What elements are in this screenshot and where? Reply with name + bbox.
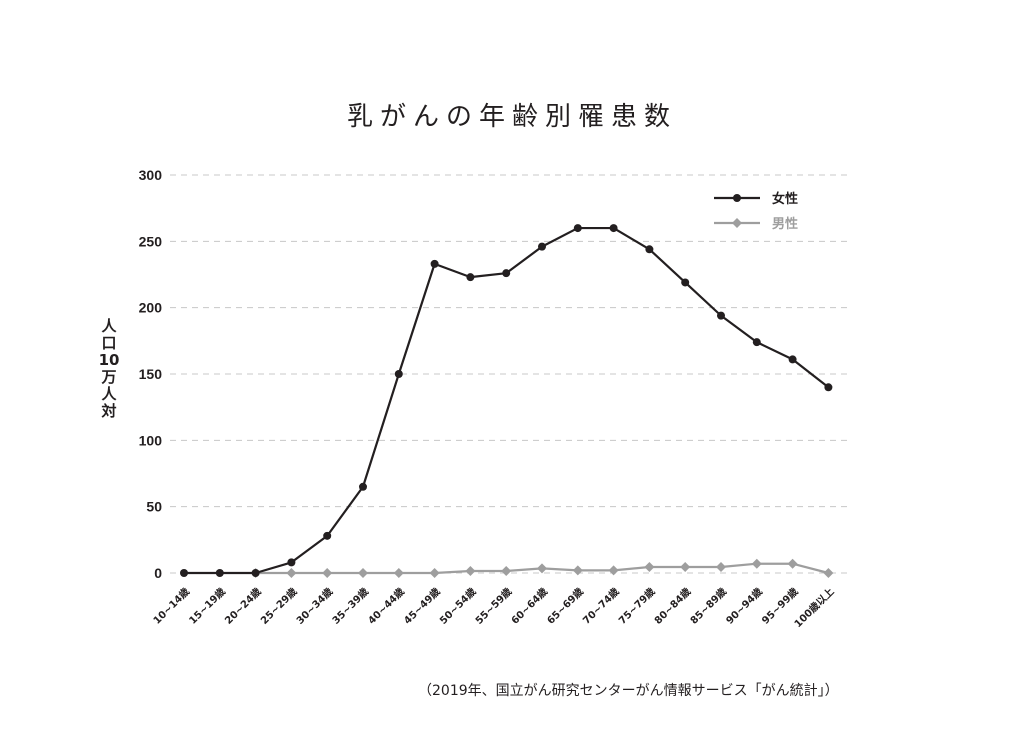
y-axis-label-char: 人 — [101, 385, 117, 403]
y-tick-label: 250 — [139, 233, 163, 249]
data-point-circle-icon — [359, 482, 367, 491]
x-axis-ticks: 10~14歳15~19歳20~24歳25~29歳30~34歳35~39歳40~4… — [150, 585, 836, 630]
data-point-diamond-icon — [358, 568, 368, 578]
y-tick-label: 50 — [146, 499, 162, 515]
x-tick-label: 70~74歳 — [580, 585, 622, 627]
x-tick-label: 80~84歳 — [651, 585, 693, 627]
data-point-circle-icon — [180, 569, 188, 577]
x-tick-label: 40~44歳 — [365, 585, 407, 627]
data-point-diamond-icon — [322, 568, 333, 578]
data-point-circle-icon — [466, 273, 475, 282]
data-point-diamond-icon — [429, 568, 440, 578]
x-tick-label: 45~49歳 — [401, 585, 443, 627]
series-line — [184, 226, 830, 575]
x-tick-label: 35~39歳 — [329, 585, 371, 627]
data-point-diamond-icon — [751, 558, 762, 569]
data-point-diamond-icon — [787, 558, 798, 569]
data-point-circle-icon — [573, 224, 582, 233]
x-tick-label: 65~69歳 — [544, 585, 586, 627]
x-tick-label: 50~54歳 — [437, 585, 479, 627]
chart-title: 乳がんの年齢別罹患数 — [346, 102, 677, 132]
x-tick-label: 90~94歳 — [723, 585, 765, 627]
data-point-circle-icon — [502, 269, 511, 278]
y-axis-label: 人 口 10 万 人 対 — [98, 318, 120, 420]
legend-item: 女性 — [714, 191, 798, 207]
data-point-diamond-icon — [501, 566, 512, 577]
data-point-circle-icon — [251, 569, 260, 577]
data-point-diamond-icon — [608, 565, 619, 576]
data-point-circle-icon — [681, 278, 690, 287]
data-point-circle-icon — [717, 311, 725, 320]
x-tick-label: 10~14歳 — [150, 585, 192, 627]
data-point-diamond-icon — [537, 563, 547, 574]
y-axis-label-char: 対 — [101, 402, 117, 420]
gridlines — [170, 174, 848, 574]
data-point-diamond-icon — [286, 568, 297, 578]
data-point-circle-icon — [394, 370, 403, 378]
data-point-circle-icon — [287, 558, 296, 567]
series-female — [180, 224, 833, 577]
data-point-circle-icon — [430, 259, 439, 268]
data-point-diamond-icon — [644, 562, 655, 573]
y-tick-label: 300 — [139, 167, 163, 183]
data-point-circle-icon — [788, 355, 797, 364]
x-tick-label: 30~34歳 — [293, 585, 335, 627]
y-axis-label-char: 10 — [98, 351, 120, 369]
y-axis-label-char: 万 — [101, 368, 117, 386]
data-point-diamond-icon — [716, 562, 726, 573]
data-point-diamond-icon — [680, 562, 691, 573]
y-tick-label: 0 — [154, 565, 162, 581]
data-series — [180, 224, 834, 578]
x-tick-label: 15~19歳 — [186, 585, 228, 627]
data-point-circle-icon — [824, 383, 833, 392]
legend-circle-icon — [733, 194, 741, 202]
y-tick-label: 200 — [139, 300, 163, 316]
data-point-circle-icon — [215, 569, 224, 577]
data-point-circle-icon — [609, 224, 618, 233]
data-point-diamond-icon — [572, 565, 583, 576]
x-tick-label: 75~79歳 — [616, 585, 658, 627]
data-point-circle-icon — [538, 242, 546, 251]
source-note: （2019年、国立がん研究センターがん情報サービス「がん統計」） — [418, 683, 839, 699]
x-tick-label: 85~89歳 — [687, 585, 729, 627]
data-point-circle-icon — [645, 245, 654, 254]
x-tick-label: 25~29歳 — [258, 585, 300, 627]
legend-label: 女性 — [772, 191, 798, 207]
data-point-diamond-icon — [823, 568, 834, 578]
y-tick-label: 150 — [139, 366, 163, 382]
x-tick-label: 20~24歳 — [222, 585, 264, 627]
legend-item: 男性 — [714, 216, 798, 232]
y-tick-label: 100 — [139, 432, 163, 448]
data-point-diamond-icon — [465, 566, 476, 577]
data-point-diamond-icon — [393, 568, 404, 578]
x-tick-label: 60~64歳 — [508, 585, 550, 627]
y-axis-ticks: 0 50 100 150 200 250 300 — [139, 167, 163, 581]
series-male — [250, 558, 834, 578]
y-axis-label-char: 口 — [101, 334, 117, 352]
data-point-circle-icon — [752, 338, 761, 347]
legend-label: 男性 — [772, 216, 798, 232]
legend-diamond-icon — [732, 218, 742, 228]
data-point-circle-icon — [323, 531, 332, 540]
x-tick-label: 55~59歳 — [472, 585, 514, 627]
y-axis-label-char: 人 — [101, 317, 117, 335]
